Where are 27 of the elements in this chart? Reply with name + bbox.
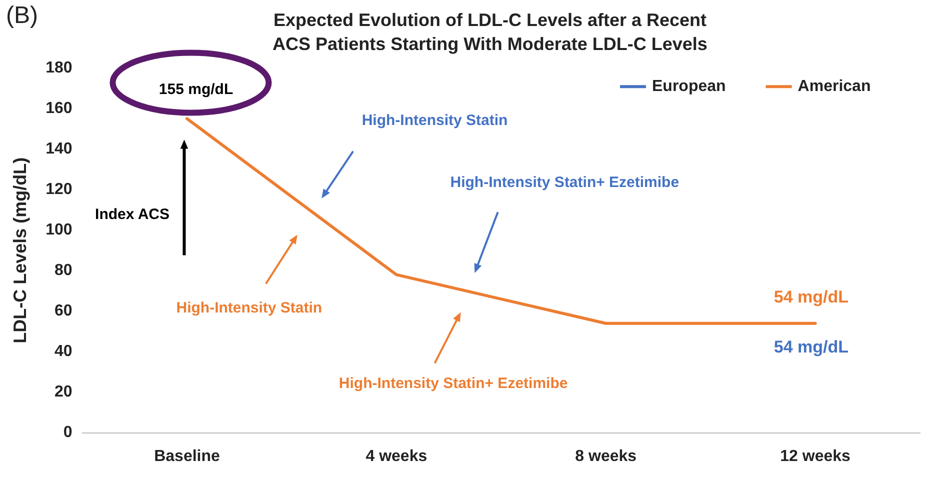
annotation: 54 mg/dL [774,288,848,307]
y-tick-label: 100 [46,222,72,239]
y-axis-title: LDL-C Levels (mg/dL) [10,157,30,344]
annotation: 54 mg/dL [774,338,848,357]
x-tick-label: 4 weeks [366,448,428,465]
legend-label: European [652,78,726,96]
annotation: High-Intensity Statin+ Ezetimibe [450,174,680,191]
y-tick-label: 20 [54,384,72,401]
y-tick-label: 60 [54,302,72,320]
x-tick-label: Baseline [154,448,220,465]
x-tick-label: 8 weeks [575,448,637,465]
y-tick-label: 40 [54,343,72,360]
y-tick-label: 0 [63,424,72,442]
annotation: 155 mg/dL [158,81,234,98]
chart-title: Expected Evolution of LDL-C Levels after a Recent ACS Patients Starting With Moderate LDL-C Levels [272,9,708,56]
y-tick-label: 140 [46,140,72,158]
y-tick-label: 160 [46,100,72,117]
x-tick-label: 12 weeks [780,448,851,465]
y-tick-label: 80 [54,262,72,280]
y-tick-label: 120 [46,181,72,198]
annotation: High-Intensity Statin [176,299,322,316]
legend-label: American [798,78,871,96]
y-tick-label: 180 [46,59,72,76]
annotation: High-Intensity Statin [362,112,508,130]
annotation: Index ACS [95,206,170,224]
annotation: High-Intensity Statin+ Ezetimibe [338,374,568,392]
text: (B) [6,2,38,30]
